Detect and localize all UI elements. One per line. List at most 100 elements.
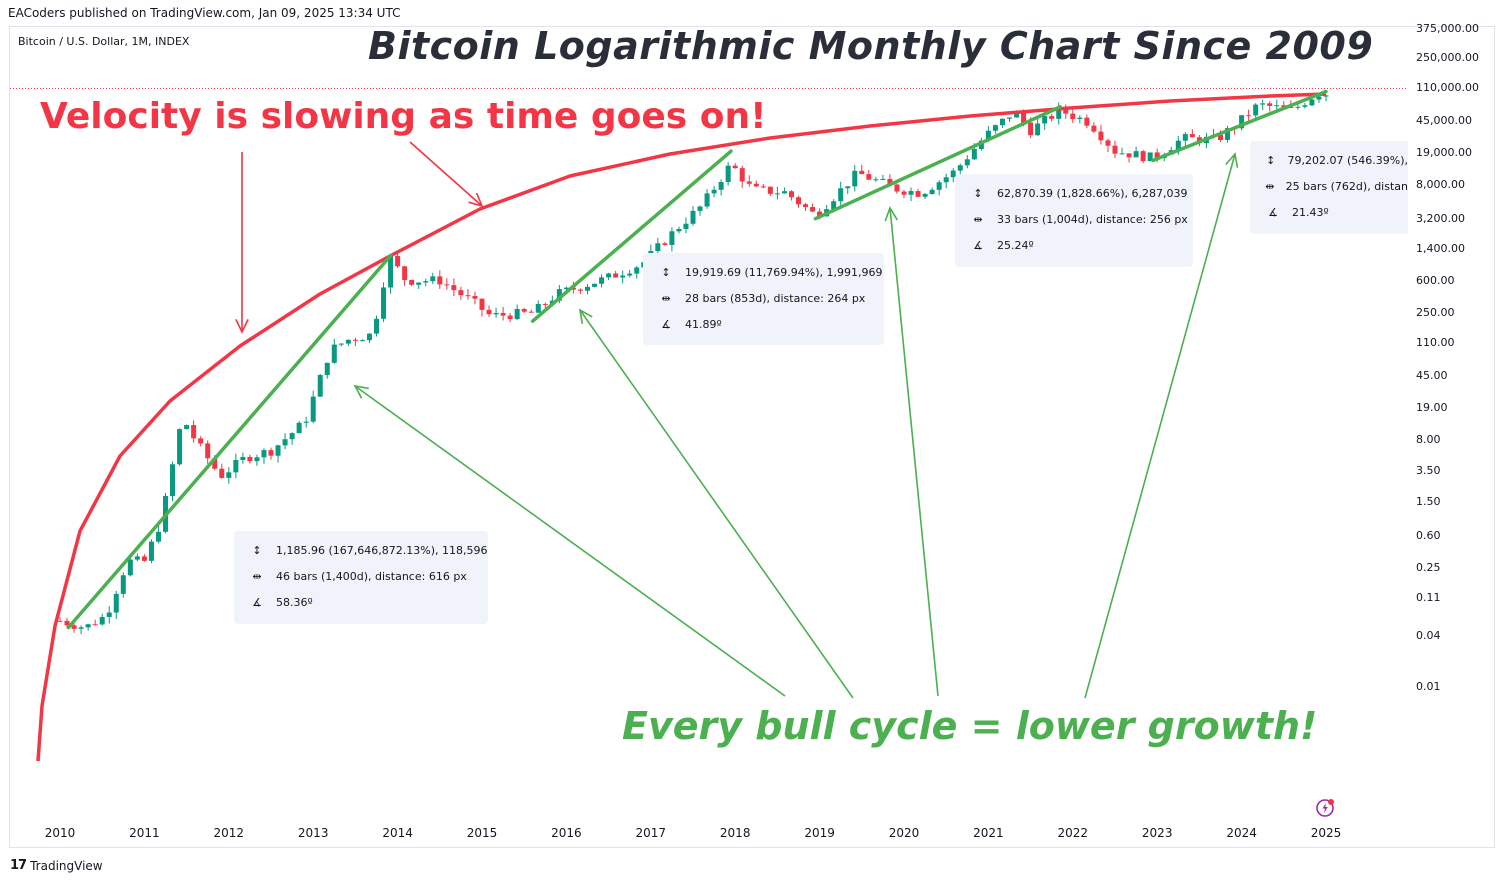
candle-up	[374, 318, 379, 334]
candle-up	[627, 273, 633, 276]
candle-up	[943, 177, 949, 183]
candle-up	[1302, 105, 1308, 107]
candle-up	[1316, 96, 1322, 100]
candle-down	[760, 186, 766, 188]
candle-down	[887, 178, 893, 185]
candle-down	[205, 443, 211, 459]
candle-up	[324, 362, 330, 376]
candle-up	[1295, 106, 1301, 108]
candle-up	[1147, 152, 1153, 162]
candle-up	[226, 472, 232, 478]
bar-range-icon: ⇹	[252, 569, 262, 583]
symbol-legend[interactable]: Bitcoin / U.S. Dollar, 1M, INDEX	[18, 35, 190, 48]
price-tick-label: 1.50	[1416, 494, 1441, 508]
time-tick-label: 2025	[1310, 826, 1342, 840]
candle-up	[535, 303, 541, 313]
bar-range-text: 25 bars (762d), distan	[1285, 179, 1408, 193]
price-tick-label: 8.00	[1416, 433, 1441, 447]
angle-icon: ∡	[1268, 205, 1278, 219]
candle-up	[233, 459, 239, 473]
footer-brand[interactable]: 17 TradingView	[10, 858, 103, 873]
candle-up	[563, 287, 569, 290]
measure-stats-box[interactable]: ↕ 1,185.96 (167,646,872.13%), 118,596 ⇹ 46…	[234, 531, 488, 624]
candle-up	[922, 194, 928, 197]
candle-down	[521, 308, 527, 312]
candle-up	[999, 118, 1005, 126]
candle-up	[493, 312, 499, 315]
candle-up	[184, 425, 190, 430]
candle-down	[64, 620, 70, 626]
time-tick-label: 2024	[1226, 826, 1257, 840]
time-tick-label: 2011	[129, 826, 160, 840]
candle-up	[929, 189, 935, 195]
time-tick-label: 2012	[213, 826, 245, 840]
time-axis[interactable]: 2010 2011 2012 2013 2014 2015 2016 2017 2018 2019…	[10, 818, 1408, 846]
candle-up	[838, 188, 844, 202]
candle-down	[753, 183, 759, 187]
candle-up	[620, 275, 626, 278]
candle-up	[1014, 112, 1020, 118]
time-tick-label: 2020	[888, 826, 920, 840]
candle-down	[767, 186, 773, 194]
price-tick-label: 0.25	[1416, 561, 1441, 575]
price-range-icon: ↕	[973, 186, 983, 200]
candle-down	[402, 266, 408, 280]
price-range-text: 62,870.39 (1,828.66%), 6,287,039	[997, 186, 1188, 200]
candle-down	[500, 312, 506, 316]
candle-down	[1049, 116, 1055, 119]
candle-up	[106, 612, 112, 617]
chart-pane[interactable]	[10, 26, 1408, 818]
candle-up	[1274, 105, 1280, 107]
candle-up	[1007, 117, 1012, 119]
candle-up	[381, 287, 387, 319]
candle-down	[268, 450, 274, 456]
price-range-icon: ↕	[1266, 153, 1276, 167]
trend-line	[530, 149, 733, 323]
price-range-text: 19,919.69 (11,769.94%), 1,991,969	[685, 265, 883, 279]
price-tick-label: 375,000.00	[1416, 22, 1479, 35]
candle-down	[662, 243, 668, 245]
chart-frame	[9, 26, 1495, 848]
measure-stats-box[interactable]: ↕ 19,919.69 (11,769.94%), 1,991,969 ⇹ 28 b…	[643, 253, 884, 345]
candle-down	[528, 311, 534, 313]
candle-down	[141, 556, 147, 561]
angle-text: 41.89º	[685, 317, 722, 331]
candle-down	[451, 285, 457, 291]
candle-down	[1091, 125, 1097, 132]
angle-text: 58.36º	[276, 595, 313, 609]
angle-icon: ∡	[973, 238, 983, 252]
time-tick-label: 2010	[44, 826, 76, 840]
angle-text: 25.24º	[997, 238, 1034, 252]
candle-up	[852, 170, 858, 187]
candle-down	[570, 287, 576, 290]
measure-stats-box[interactable]: ↕ 62,870.39 (1,828.66%), 6,287,039 ⇹ 33 ba…	[955, 174, 1193, 267]
candle-up	[711, 189, 717, 194]
price-axis[interactable]: 375,000.00 250,000.00 110,000.00 45,000.00 1…	[1408, 22, 1494, 816]
bull-arrow-4-head	[1225, 152, 1239, 168]
price-tick-label: 3,200.00	[1416, 211, 1465, 225]
candle-down	[1112, 145, 1118, 154]
candle-up	[127, 559, 133, 576]
candle-up	[345, 339, 351, 344]
candle-down	[352, 339, 358, 341]
candle-up	[845, 186, 851, 189]
candle-down	[57, 620, 63, 622]
time-tick-label: 2019	[804, 826, 835, 840]
lightning-alert-icon[interactable]	[1314, 796, 1336, 818]
candle-up	[697, 206, 703, 211]
time-tick-label: 2022	[1057, 826, 1089, 840]
bull-arrow-2-head	[578, 308, 593, 324]
bar-range-text: 46 bars (1,400d), distance: 616 px	[276, 569, 467, 583]
publisher-line: EACoders published on TradingView.com, J…	[8, 6, 401, 20]
candle-up	[1133, 151, 1139, 158]
angle-text: 21.43º	[1292, 205, 1329, 219]
bull-arrow-3-head	[884, 206, 898, 222]
bar-range-icon: ⇹	[1265, 179, 1275, 193]
measure-stats-box[interactable]: ↕ 79,202.07 (546.39%), ⇹ 25 bars (762d), d…	[1250, 141, 1408, 234]
candle-up	[950, 170, 956, 178]
price-tick-label: 0.04	[1416, 628, 1441, 642]
candle-up	[416, 282, 422, 285]
candle-up	[170, 464, 176, 497]
candle-down	[437, 276, 443, 285]
time-tick-label: 2021	[973, 826, 1004, 840]
